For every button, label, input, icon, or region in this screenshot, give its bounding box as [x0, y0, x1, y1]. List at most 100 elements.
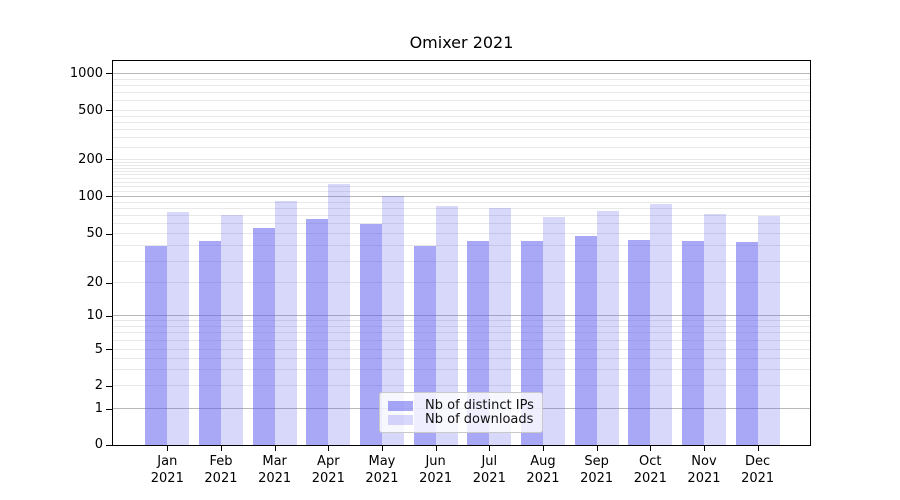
y-tick — [106, 73, 112, 75]
gridline-minor — [113, 215, 810, 217]
gridline-minor — [113, 170, 810, 172]
bar-distinct-ips-dec — [735, 242, 758, 445]
gridline-minor — [113, 233, 810, 235]
gridline-minor — [113, 84, 810, 86]
y-tick — [106, 408, 112, 410]
x-tick-label: Mar 2021 — [258, 454, 292, 486]
gridline-minor — [113, 158, 810, 160]
y-tick — [106, 315, 112, 317]
plot-area: Nb of distinct IPs Nb of downloads — [112, 60, 811, 446]
gridline-minor — [113, 186, 810, 188]
y-tick-label: 0 — [94, 437, 103, 452]
bar-distinct-ips-feb — [198, 241, 221, 445]
bar-downloads-jul — [489, 207, 512, 445]
legend-item-downloads: Nb of downloads — [388, 413, 534, 426]
grid-layer — [113, 61, 810, 445]
bar-downloads-dec — [757, 216, 780, 445]
legend-swatch-distinct-ips — [388, 400, 413, 411]
bar-downloads-nov — [703, 213, 726, 445]
gridline-major — [113, 315, 810, 317]
gridline-minor — [113, 137, 810, 139]
gridline-minor — [113, 260, 810, 262]
x-tick — [328, 446, 330, 451]
gridline-minor — [113, 348, 810, 350]
x-tick-label: Feb 2021 — [204, 454, 238, 486]
x-tick-label: Jul 2021 — [472, 454, 506, 486]
legend-label: Nb of distinct IPs — [425, 398, 534, 413]
y-tick-label: 200 — [78, 151, 103, 167]
legend-swatch-downloads — [388, 414, 413, 425]
x-tick-label: Jun 2021 — [419, 454, 453, 486]
y-tick-label: 1000 — [69, 65, 103, 81]
y-tick-label: 100 — [78, 188, 103, 204]
gridline-major — [113, 72, 810, 74]
y-tick-label: 5 — [94, 341, 103, 357]
gridline-minor — [113, 332, 810, 334]
gridline-major — [113, 195, 810, 197]
y-tick-label: 10 — [86, 308, 103, 324]
gridline-minor — [113, 190, 810, 192]
gridline-minor — [113, 320, 810, 322]
legend: Nb of distinct IPs Nb of downloads — [379, 392, 543, 433]
bar-distinct-ips-apr — [306, 219, 329, 445]
y-tick-label: 20 — [86, 275, 103, 291]
x-tick-label: Dec 2021 — [741, 454, 775, 486]
x-tick — [274, 446, 276, 451]
gridline-minor — [113, 368, 810, 370]
gridline-minor — [113, 357, 810, 359]
x-tick-label: Apr 2021 — [311, 454, 345, 486]
legend-label: Nb of downloads — [425, 412, 534, 427]
x-tick-label: Jan 2021 — [150, 454, 184, 486]
gridline-minor — [113, 100, 810, 102]
x-tick — [167, 446, 169, 451]
gridline-minor — [113, 223, 810, 225]
x-tick-label: Sep 2021 — [580, 454, 614, 486]
bar-distinct-ips-mar — [252, 228, 275, 445]
y-tick — [106, 233, 112, 235]
bar-distinct-ips-may — [359, 224, 382, 445]
y-tick — [106, 196, 112, 198]
gridline-minor — [113, 385, 810, 387]
gridline-minor — [113, 128, 810, 130]
bar-distinct-ips-nov — [681, 241, 704, 445]
gridline-minor — [113, 201, 810, 203]
gridline-minor — [113, 109, 810, 111]
gridline-minor — [113, 207, 810, 209]
x-tick-label: Oct 2021 — [633, 454, 667, 486]
bar-downloads-aug — [542, 216, 565, 445]
gridline-minor — [113, 115, 810, 117]
y-tick-label: 2 — [94, 378, 103, 394]
bar-downloads-feb — [220, 214, 243, 445]
y-tick-label: 50 — [86, 226, 103, 242]
gridline-minor — [113, 282, 810, 284]
bar-distinct-ips-jan — [145, 246, 168, 445]
gridline-minor — [113, 181, 810, 183]
bar-distinct-ips-oct — [628, 239, 651, 445]
y-tick — [106, 444, 112, 446]
y-tick — [106, 282, 112, 284]
gridline-minor — [113, 121, 810, 123]
x-tick-label: Aug 2021 — [526, 454, 560, 486]
gridline-minor — [113, 245, 810, 247]
y-tick-label: 1 — [94, 401, 103, 417]
gridline-minor — [113, 167, 810, 169]
bar-downloads-sep — [596, 210, 619, 445]
bar-downloads-mar — [274, 201, 297, 445]
x-tick — [381, 446, 383, 451]
gridline-minor — [113, 177, 810, 179]
y-tick — [106, 110, 112, 112]
x-tick — [757, 446, 759, 451]
x-tick — [220, 446, 222, 451]
x-tick — [435, 446, 437, 451]
x-tick-label: Nov 2021 — [687, 454, 721, 486]
x-tick — [703, 446, 705, 451]
x-tick-label: May 2021 — [365, 454, 399, 486]
bar-downloads-jan — [167, 212, 190, 445]
gridline-minor — [113, 164, 810, 166]
bar-downloads-may — [381, 196, 404, 445]
gridline-minor — [113, 174, 810, 176]
gridline-minor — [113, 339, 810, 341]
bar-distinct-ips-sep — [574, 236, 597, 445]
gridline-minor — [113, 325, 810, 327]
